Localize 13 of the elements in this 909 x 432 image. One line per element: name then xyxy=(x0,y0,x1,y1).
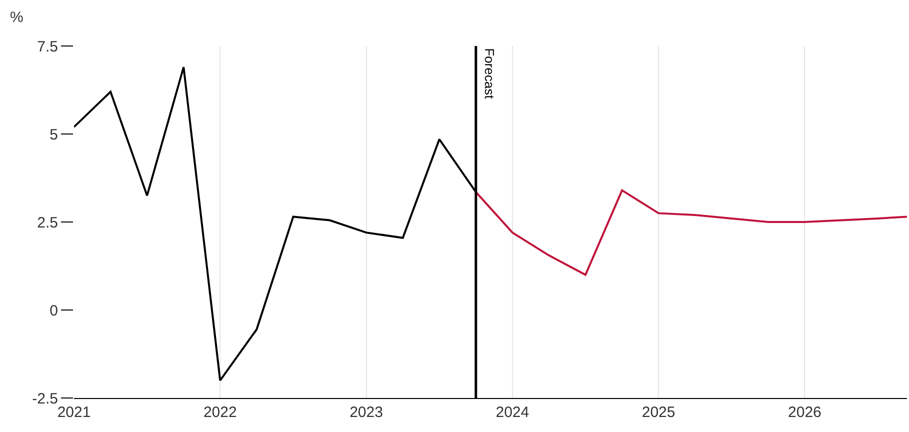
x-tick-label: 2023 xyxy=(350,404,383,421)
x-tick-label: 2021 xyxy=(57,404,91,421)
y-tick-label: 0 xyxy=(50,302,58,320)
y-axis-title: % xyxy=(10,9,24,26)
ref-line-label: Forecast xyxy=(482,48,497,100)
x-tick-label: 2024 xyxy=(496,404,530,421)
y-tick-label: -2.5 xyxy=(32,390,58,408)
x-tick-label: 2026 xyxy=(788,404,822,421)
x-tick-label: 2022 xyxy=(203,404,237,421)
x-tick-label: 2025 xyxy=(642,404,676,421)
y-tick-label: 5 xyxy=(50,126,58,144)
y-tick-label: 2.5 xyxy=(37,214,58,232)
y-tick-label: 7.5 xyxy=(37,38,58,56)
